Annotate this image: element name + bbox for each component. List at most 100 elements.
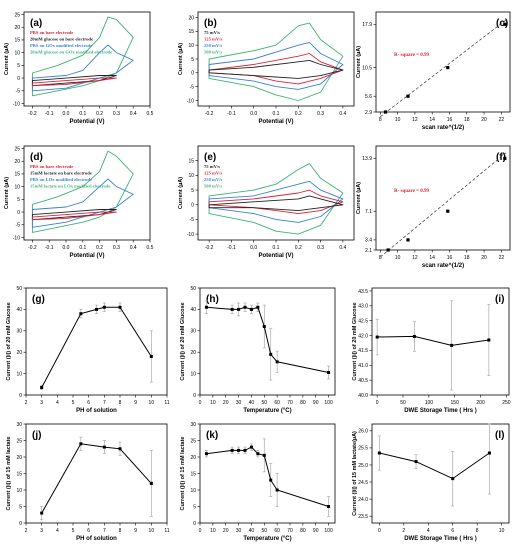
y-tick-label: 10.5 (362, 65, 372, 71)
x-tick-label: 22 (499, 255, 505, 261)
x-axis-title: Temperature (°C) (243, 408, 291, 414)
plot-frame (371, 423, 510, 524)
data-point (243, 305, 247, 309)
x-tick-label: 0 (199, 528, 202, 534)
y-tick-label: 15 (16, 471, 22, 477)
cv-curve-series-2 (31, 178, 134, 228)
data-point (230, 307, 234, 311)
r-square-annotation: R- square = 0.99 (394, 53, 429, 58)
x-tick-label: 16 (447, 255, 453, 261)
y-tick-label: 20 (188, 15, 194, 21)
panel-b: -0.2 -0.1 0.0 0.1 0.2 0.3 0.4 -10 -5 0 5 10 15 20 Pote… (178, 11, 355, 125)
legend-entry: 125 mV/s (204, 37, 222, 42)
x-tick-label: 12 (412, 255, 418, 261)
x-tick-label: 4 (56, 528, 59, 534)
x-tick-label: 0.3 (317, 111, 324, 117)
y-tick-label: 25 (16, 438, 22, 444)
x-tick-label: 8 (379, 117, 382, 123)
data-point (386, 248, 390, 252)
x-tick-label: 80 (300, 400, 306, 406)
x-tick-label: 14 (429, 117, 435, 123)
data-point (79, 442, 83, 446)
y-tick-label: 13.9 (362, 156, 372, 162)
x-tick-label: 150 (451, 400, 460, 406)
panel-label: (k) (206, 430, 218, 441)
legend-entry: 250 mV/s (204, 177, 222, 182)
x-tick-label: 0.1 (79, 245, 86, 251)
panel-label: (e) (204, 152, 216, 163)
data-point (383, 110, 388, 114)
legend: PBS on bare electrode 20mM glucose on bar… (30, 30, 112, 55)
y-tick-label: 5 (191, 188, 194, 194)
x-tick-label: 100 (324, 400, 333, 406)
x-tick-label: 50 (400, 400, 406, 406)
y-tick-label: 50 (190, 286, 196, 292)
y-tick-label: 10 (16, 371, 22, 377)
y-axis-title: Current (µA) (178, 43, 184, 75)
x-tick-label: 0.5 (147, 245, 154, 251)
x-tick-label: -0.2 (205, 245, 214, 251)
y-tick-label: 5 (193, 504, 196, 510)
legend-entry: PBS on GOx modified electrode (30, 43, 92, 48)
y-axis-title: Current (|i|) of 20 mM Glucose (6, 302, 12, 380)
x-tick-label: 90 (313, 528, 319, 534)
x-tick-label: 8 (379, 255, 382, 261)
data-point (102, 445, 106, 449)
x-tick-label: 18 (464, 117, 470, 123)
y-tick-label: 0 (17, 210, 20, 216)
x-tick-label: 10 (395, 255, 401, 261)
x-tick-label: 100 (425, 400, 434, 406)
x-tick-label: 0.3 (317, 245, 324, 251)
y-tick-label: 0 (19, 521, 22, 527)
series-group (208, 163, 344, 235)
y-tick-label: 15 (188, 29, 194, 35)
y-tick-label: -5 (190, 84, 195, 90)
data-point (237, 448, 241, 452)
data-point (262, 453, 266, 457)
data-point (249, 307, 253, 311)
x-tick-label: 0 (199, 400, 202, 406)
data-point (327, 505, 331, 508)
y-tick-label: 41.5 (358, 348, 368, 354)
legend-entry: 20mM glucose on bare electrode (30, 37, 93, 42)
y-tick-label: 20 (190, 455, 196, 461)
x-tick-label: 40 (249, 528, 255, 534)
y-tick-label: 25 (14, 12, 20, 18)
y-tick-label: 40.0 (358, 393, 368, 399)
panel-label: (a) (30, 18, 42, 29)
y-tick-label: -5 (16, 89, 21, 95)
data-point (40, 511, 44, 515)
x-tick-label: 5 (72, 400, 75, 406)
x-tick-label: 2 (25, 400, 28, 406)
data-point (118, 447, 122, 451)
y-tick-label: 43.5 (358, 289, 368, 295)
data-point (450, 343, 454, 347)
panel-j: 2 3 4 5 6 7 8 9 10 11 0 5 10 15 20 25 30 PH of solution Cu… (6, 422, 170, 542)
cv-curve-series-4 (31, 77, 117, 87)
x-tick-label: 0.2 (295, 111, 302, 117)
y-tick-label: 30 (16, 422, 22, 428)
x-tick-label: -0.1 (45, 111, 54, 117)
x-tick-label: 10 (395, 117, 401, 123)
x-tick-label: 0 (378, 528, 381, 534)
panel-label: (b) (204, 18, 217, 29)
plot-frame (371, 287, 510, 396)
y-tick-label: 5 (17, 197, 20, 203)
legend-entry: 125 mV/s (204, 171, 222, 176)
data-point (256, 452, 260, 456)
y-tick-label: 0 (19, 393, 22, 399)
x-tick-label: 6 (87, 400, 90, 406)
y-tick-label: 41.0 (358, 363, 368, 369)
panel-c: 8 10 12 14 16 18 20 22 2.9 5.6 10.5 17.9 scan rate^(… (356, 11, 511, 131)
x-tick-label: 0.4 (339, 111, 346, 117)
y-tick-label: 25 (14, 146, 20, 152)
y-tick-label: -5 (16, 223, 21, 229)
x-tick-label: 22 (499, 117, 505, 123)
y-tick-label: 23.5 (358, 514, 368, 520)
x-tick-label: 16 (447, 117, 453, 123)
y-tick-label: -10 (187, 98, 194, 104)
x-axis-title: Potential (V) (69, 119, 104, 125)
plot-frame (375, 11, 511, 113)
cv-curve-series-2 (208, 180, 344, 223)
y-tick-label: 5 (191, 57, 194, 63)
